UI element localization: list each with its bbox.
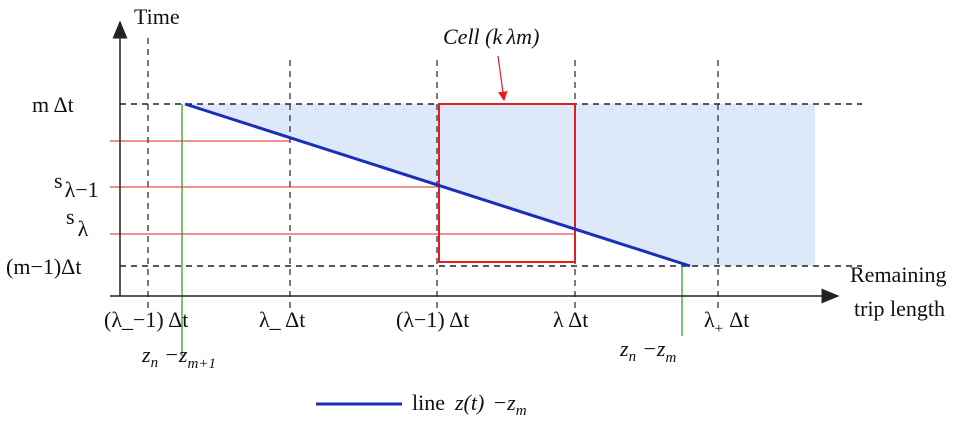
z-label-right-minus: −z <box>642 336 666 361</box>
shaded-region <box>185 104 815 266</box>
x-label-lambda-plus-dt: λ+ Δt <box>704 307 749 337</box>
y-label-s-lambda-minus1-sub: λ−1 <box>65 177 99 202</box>
legend-minus-z: −z <box>492 390 516 415</box>
x-axis-title-line2: trip length <box>854 296 945 321</box>
x-label-lambda-plus-sub: + <box>715 321 723 337</box>
z-label-left-sub: m+1 <box>187 356 215 372</box>
z-label-left: zn −zm+1 <box>141 342 216 372</box>
x-axis-title-line1: Remaining <box>850 262 947 287</box>
legend-expr: z(t) <box>454 390 484 415</box>
x-label-lambda-minus-dt: λ_ Δt <box>259 307 305 332</box>
z-label-left-n: n <box>151 355 159 371</box>
legend-label: line z(t) −zm <box>412 390 527 419</box>
z-label-right-sub: m <box>665 350 676 366</box>
y-axis-title: Time <box>134 4 180 29</box>
cell-pointer-arrow <box>497 55 508 102</box>
y-label-m1-dt: (m−1)Δt <box>6 254 81 279</box>
y-label-s-lambda-minus1: sλ−1 <box>54 168 99 202</box>
z-label-left-minus: −z <box>164 342 188 367</box>
x-label-lambda-minus-minus1-dt: (λ_−1) Δt <box>104 307 188 332</box>
z-label-right-z: z <box>619 336 629 361</box>
cell-rectangle <box>438 103 576 263</box>
x-label-lambda-plus-main: λ <box>704 307 715 332</box>
z-label-left-z: z <box>141 342 151 367</box>
y-label-s-lambda-sub: λ <box>78 216 89 241</box>
z-label-right: zn −zm <box>619 336 676 366</box>
x-label-lambda-dt: λ Δt <box>553 307 588 332</box>
y-label-m-dt: m Δt <box>32 92 74 117</box>
legend-sub: m <box>516 403 527 419</box>
z-label-right-n: n <box>629 349 637 365</box>
x-label-lambda-minus1-dt: (λ−1) Δt <box>396 307 469 332</box>
cell-label: Cell (k λm) <box>443 24 539 49</box>
y-label-s-lambda-main: s <box>66 204 75 229</box>
trajectory-line <box>184 102 691 268</box>
legend-line-word: line <box>412 390 445 415</box>
y-label-s-lambda-minus1-main: s <box>54 168 63 193</box>
x-label-lambda-plus-rest: Δt <box>729 307 749 332</box>
